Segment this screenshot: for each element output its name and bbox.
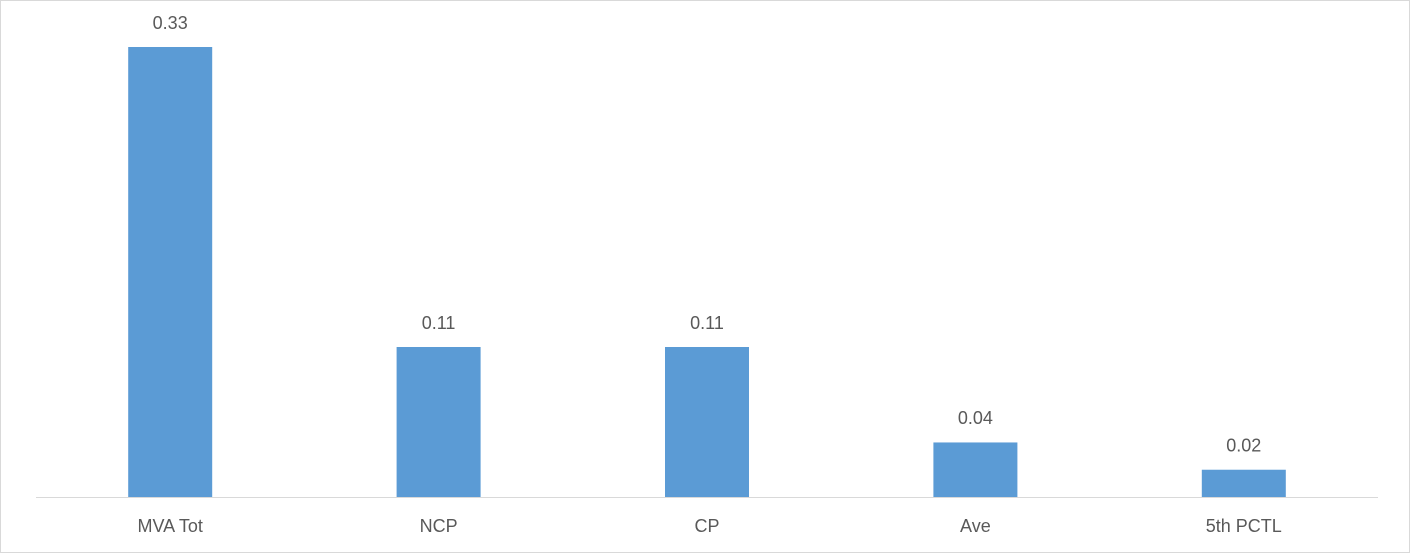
data-label: 0.04 [958, 408, 993, 428]
bar [128, 47, 213, 497]
bar [665, 347, 749, 497]
x-tick-label: Ave [960, 516, 991, 536]
bar [1201, 469, 1286, 497]
x-tick-label: 5th PCTL [1206, 516, 1282, 536]
x-tick-label: CP [694, 516, 719, 536]
data-label: 0.11 [690, 313, 724, 333]
data-label: 0.33 [153, 13, 188, 33]
x-tick-label: NCP [420, 516, 458, 536]
x-tick-label: MVA Tot [138, 516, 203, 536]
bar [933, 442, 1018, 497]
bar [396, 347, 481, 497]
data-label: 0.02 [1226, 435, 1261, 455]
data-label: 0.11 [422, 313, 456, 333]
